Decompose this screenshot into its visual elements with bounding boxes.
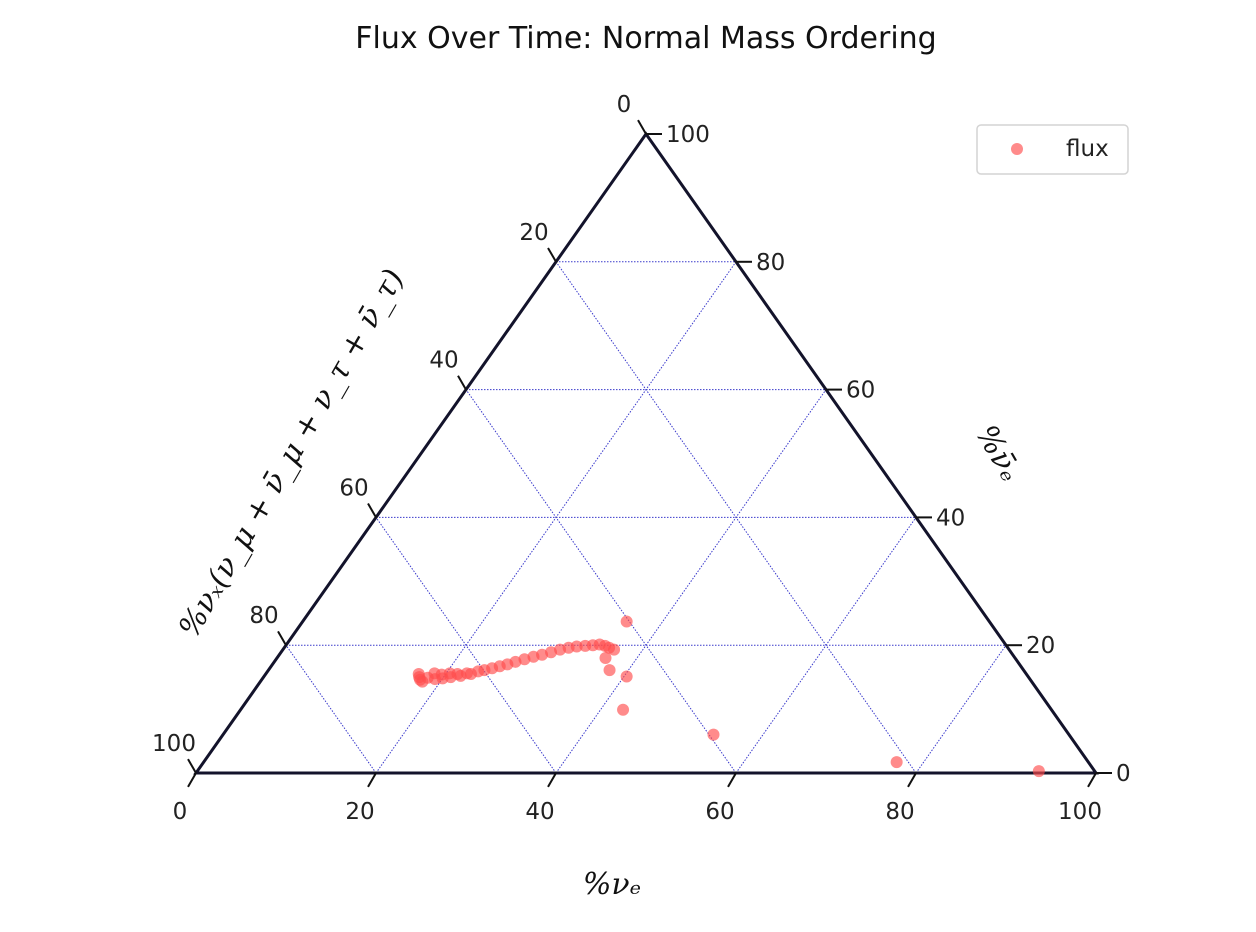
gridline-nue-60 (735, 517, 917, 774)
legend-marker (1011, 143, 1023, 155)
left-tick-label-0: 0 (617, 92, 632, 118)
bottom-tick-60 (727, 772, 737, 788)
flux-point (707, 728, 720, 741)
flux-points (412, 615, 1045, 778)
bottom-tick-0 (187, 772, 197, 788)
gridline-nue-40 (555, 389, 827, 774)
flux-point (608, 643, 621, 656)
chart-title: Flux Over Time: Normal Mass Ordering (355, 21, 936, 56)
right-tick-label-40: 40 (936, 505, 965, 531)
flux-point (536, 648, 549, 661)
bottom-tick-40 (547, 772, 557, 788)
gridline-nue-80 (915, 644, 1007, 774)
left-tick-label-40: 40 (429, 348, 458, 374)
right-tick-label-80: 80 (756, 250, 785, 276)
left-tick-label-100: 100 (152, 731, 196, 757)
left-tick-80 (277, 630, 287, 646)
left-tick-0 (637, 119, 647, 135)
flux-point (509, 655, 522, 668)
bottom-tick-label-40: 40 (525, 799, 554, 825)
right-axis-label: %ν̄ₑ (968, 419, 1027, 487)
left-tick-20 (547, 247, 557, 263)
flux-point (603, 664, 616, 677)
left-tick-40 (457, 375, 467, 391)
bottom-tick-label-20: 20 (345, 799, 374, 825)
left-tick-label-20: 20 (519, 220, 548, 246)
legend-box (976, 124, 1129, 175)
left-tick-60 (367, 503, 377, 518)
triangle-frame (193, 131, 1099, 775)
flux-point (617, 703, 630, 716)
gridline-nux-40 (465, 389, 737, 774)
left-tick-label-60: 60 (339, 475, 368, 501)
flux-point (890, 756, 903, 769)
bottom-tick-80 (907, 772, 917, 788)
legend: flux (976, 124, 1129, 175)
right-tick-label-20: 20 (1026, 633, 1055, 659)
triangle-outline (193, 131, 1099, 775)
bottom-axis-label: %νₑ (583, 867, 641, 902)
left-axis-label: %νₓ(ν_μ + ν̄_μ + ν_τ + ν̄_τ) (172, 263, 412, 643)
gridline-nux-60 (375, 517, 557, 774)
flux-point (620, 615, 633, 628)
bottom-tick-100 (1087, 772, 1097, 788)
right-tick-label-0: 0 (1116, 761, 1131, 787)
bottom-tick-label-80: 80 (885, 799, 914, 825)
bottom-tick-label-100: 100 (1058, 799, 1102, 825)
flux-point (620, 670, 633, 683)
flux-point (545, 646, 558, 659)
left-tick-label-80: 80 (249, 603, 278, 629)
left-tick-100 (187, 758, 197, 774)
tick-marks: 0 0 0 20 20 20 40 40 40 60 60 60 80 80 80 100 100 100 (152, 92, 1131, 825)
gridline-nux-80 (285, 644, 377, 774)
gridlines (285, 261, 1007, 774)
bottom-tick-label-0: 0 (173, 799, 188, 825)
flux-point (570, 640, 583, 653)
flux-point (599, 651, 612, 664)
right-tick-label-60: 60 (846, 378, 875, 404)
bottom-tick-label-60: 60 (705, 799, 734, 825)
right-tick-label-100: 100 (666, 122, 710, 148)
bottom-tick-20 (367, 772, 377, 788)
legend-entry: flux (1066, 136, 1109, 162)
flux-point (518, 653, 531, 666)
flux-point (1032, 765, 1045, 778)
